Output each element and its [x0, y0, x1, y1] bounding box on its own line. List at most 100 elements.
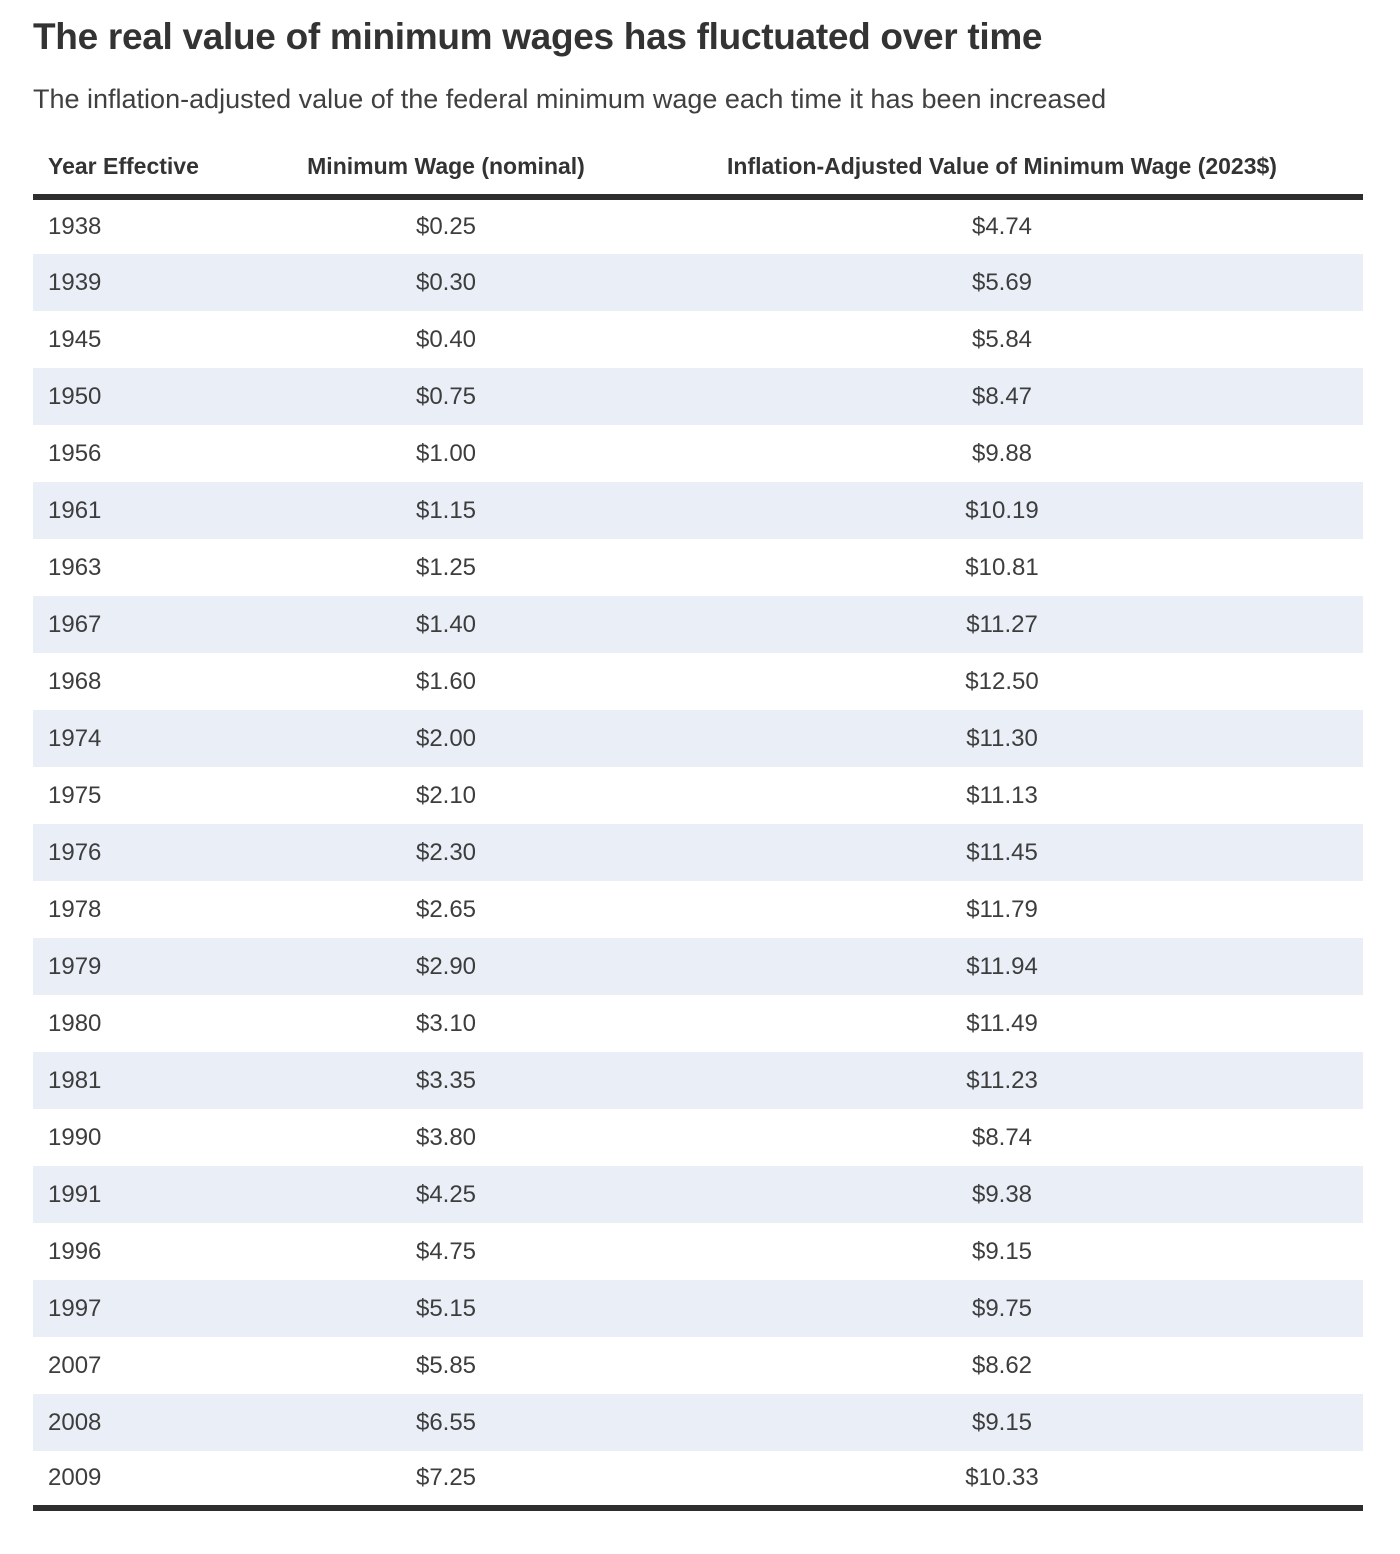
nominal-wage-cell: $1.00 — [415, 439, 477, 467]
column-header-year: Year Effective — [33, 153, 251, 201]
year-cell: 1938 — [48, 213, 102, 241]
nominal-wage-cell: $4.75 — [415, 1237, 477, 1265]
table-row: 1979 $2.90 $11.94 — [33, 938, 1363, 996]
year-cell: 1974 — [48, 724, 102, 752]
year-cell: 1939 — [48, 268, 102, 296]
table-row: 1956 $1.00 $9.88 — [33, 425, 1363, 482]
year-cell: 1990 — [48, 1123, 102, 1151]
table-row: 1978 $2.65 $11.79 — [33, 881, 1363, 938]
minimum-wage-table: Year Effective Minimum Wage (nominal) Infl… — [33, 153, 1363, 1512]
year-cell: 1950 — [48, 382, 102, 410]
table-row: 1961 $1.15 $10.19 — [33, 482, 1363, 540]
adjusted-wage-cell: $11.49 — [966, 1009, 1038, 1037]
nominal-wage-cell: $0.75 — [415, 382, 477, 410]
year-cell: 2008 — [48, 1408, 102, 1436]
table-body: 1938 $0.25 $4.74 1939 $0.30 $5.69 1945 $0.40 $5.… — [33, 197, 1363, 1512]
year-cell: 1991 — [48, 1180, 102, 1208]
nominal-wage-cell: $1.40 — [415, 610, 477, 638]
nominal-wage-cell: $3.80 — [415, 1123, 477, 1151]
table-row: 1990 $3.80 $8.74 — [33, 1109, 1363, 1166]
nominal-wage-cell: $0.40 — [415, 325, 477, 353]
table-row: 1967 $1.40 $11.27 — [33, 596, 1363, 654]
nominal-wage-cell: $5.15 — [415, 1294, 477, 1322]
adjusted-wage-cell: $12.50 — [965, 667, 1039, 695]
table-row: 1974 $2.00 $11.30 — [33, 710, 1363, 768]
year-cell: 1980 — [48, 1009, 102, 1037]
year-cell: 1976 — [48, 838, 102, 866]
adjusted-wage-cell: $11.94 — [966, 952, 1038, 980]
year-cell: 1981 — [48, 1066, 102, 1094]
year-cell: 1979 — [48, 952, 102, 980]
year-cell: 2009 — [33, 1451, 251, 1512]
nominal-wage-cell: $6.55 — [415, 1408, 477, 1436]
adjusted-wage-cell: $9.88 — [971, 439, 1033, 467]
column-header-adjusted-wage: Inflation-Adjusted Value of Minimum Wage… — [641, 153, 1363, 201]
nominal-wage-cell: $3.35 — [415, 1066, 477, 1094]
table-row: 1975 $2.10 $11.13 — [33, 767, 1363, 824]
nominal-wage-cell: $0.30 — [415, 268, 477, 296]
table-header: Year Effective Minimum Wage (nominal) Infl… — [33, 153, 1363, 201]
adjusted-wage-cell: $9.75 — [971, 1294, 1033, 1322]
adjusted-wage-cell: $9.15 — [971, 1237, 1033, 1265]
adjusted-wage-cell: $9.38 — [971, 1180, 1033, 1208]
table-row: 2009 $7.25 $10.33 — [33, 1451, 1363, 1512]
page-title: The real value of minimum wages has fluc… — [33, 16, 1043, 57]
year-cell: 1968 — [48, 667, 102, 695]
year-cell: 1961 — [48, 496, 102, 524]
adjusted-wage-cell: $4.74 — [971, 213, 1033, 241]
table-row: 1980 $3.10 $11.49 — [33, 995, 1363, 1052]
adjusted-wage-cell: $11.79 — [966, 895, 1038, 923]
nominal-wage-cell: $1.25 — [415, 553, 477, 581]
nominal-wage-cell: $0.25 — [415, 213, 477, 241]
adjusted-wage-cell: $8.47 — [971, 382, 1033, 410]
nominal-wage-cell: $2.10 — [415, 781, 477, 809]
adjusted-wage-cell: $5.84 — [971, 325, 1033, 353]
adjusted-wage-cell: $11.27 — [966, 610, 1038, 638]
adjusted-wage-cell: $11.30 — [966, 724, 1038, 752]
adjusted-wage-cell: $11.45 — [966, 838, 1038, 866]
table-row: 2007 $5.85 $8.62 — [33, 1337, 1363, 1394]
table-row: 1938 $0.25 $4.74 — [33, 197, 1363, 254]
year-cell: 1996 — [48, 1237, 102, 1265]
table-row: 1996 $4.75 $9.15 — [33, 1223, 1363, 1280]
adjusted-wage-cell: $9.15 — [971, 1408, 1033, 1436]
nominal-wage-cell: $4.25 — [415, 1180, 477, 1208]
adjusted-wage-cell: $8.74 — [971, 1123, 1033, 1151]
table-row: 1963 $1.25 $10.81 — [33, 539, 1363, 596]
nominal-wage-cell: $5.85 — [415, 1351, 477, 1379]
year-cell: 1956 — [48, 439, 102, 467]
year-cell: 1963 — [48, 553, 102, 581]
year-cell: 1997 — [48, 1294, 102, 1322]
table-row: 1939 $0.30 $5.69 — [33, 254, 1363, 312]
year-cell: 1975 — [48, 781, 102, 809]
table-header-row: Year Effective Minimum Wage (nominal) Infl… — [33, 153, 1363, 201]
year-cell: 1978 — [48, 895, 102, 923]
table-row: 1981 $3.35 $11.23 — [33, 1052, 1363, 1110]
adjusted-wage-cell: $8.62 — [971, 1351, 1033, 1379]
nominal-wage-cell: $1.15 — [415, 496, 477, 524]
nominal-wage-cell: $2.65 — [415, 895, 477, 923]
column-header-nominal-wage: Minimum Wage (nominal) — [251, 153, 641, 201]
table-row: 1968 $1.60 $12.50 — [33, 653, 1363, 710]
nominal-wage-cell: $2.30 — [415, 838, 477, 866]
adjusted-wage-cell: $10.33 — [641, 1451, 1363, 1512]
nominal-wage-cell: $1.60 — [415, 667, 477, 695]
adjusted-wage-cell: $11.13 — [966, 781, 1038, 809]
page-subtitle: The inflation-adjusted value of the fede… — [33, 84, 1107, 115]
year-cell: 2007 — [48, 1351, 102, 1379]
year-cell: 1945 — [48, 325, 102, 353]
nominal-wage-cell: $2.90 — [415, 952, 477, 980]
table-row: 1991 $4.25 $9.38 — [33, 1166, 1363, 1224]
year-cell: 1967 — [48, 610, 102, 638]
adjusted-wage-cell: $11.23 — [966, 1066, 1038, 1094]
adjusted-wage-cell: $5.69 — [971, 268, 1033, 296]
nominal-wage-cell: $3.10 — [415, 1009, 477, 1037]
table-row: 1976 $2.30 $11.45 — [33, 824, 1363, 882]
table-row: 1945 $0.40 $5.84 — [33, 311, 1363, 368]
table-row: 1997 $5.15 $9.75 — [33, 1280, 1363, 1338]
nominal-wage-cell: $7.25 — [251, 1451, 641, 1512]
table-row: 2008 $6.55 $9.15 — [33, 1394, 1363, 1452]
adjusted-wage-cell: $10.19 — [965, 496, 1039, 524]
adjusted-wage-cell: $10.81 — [965, 553, 1039, 581]
